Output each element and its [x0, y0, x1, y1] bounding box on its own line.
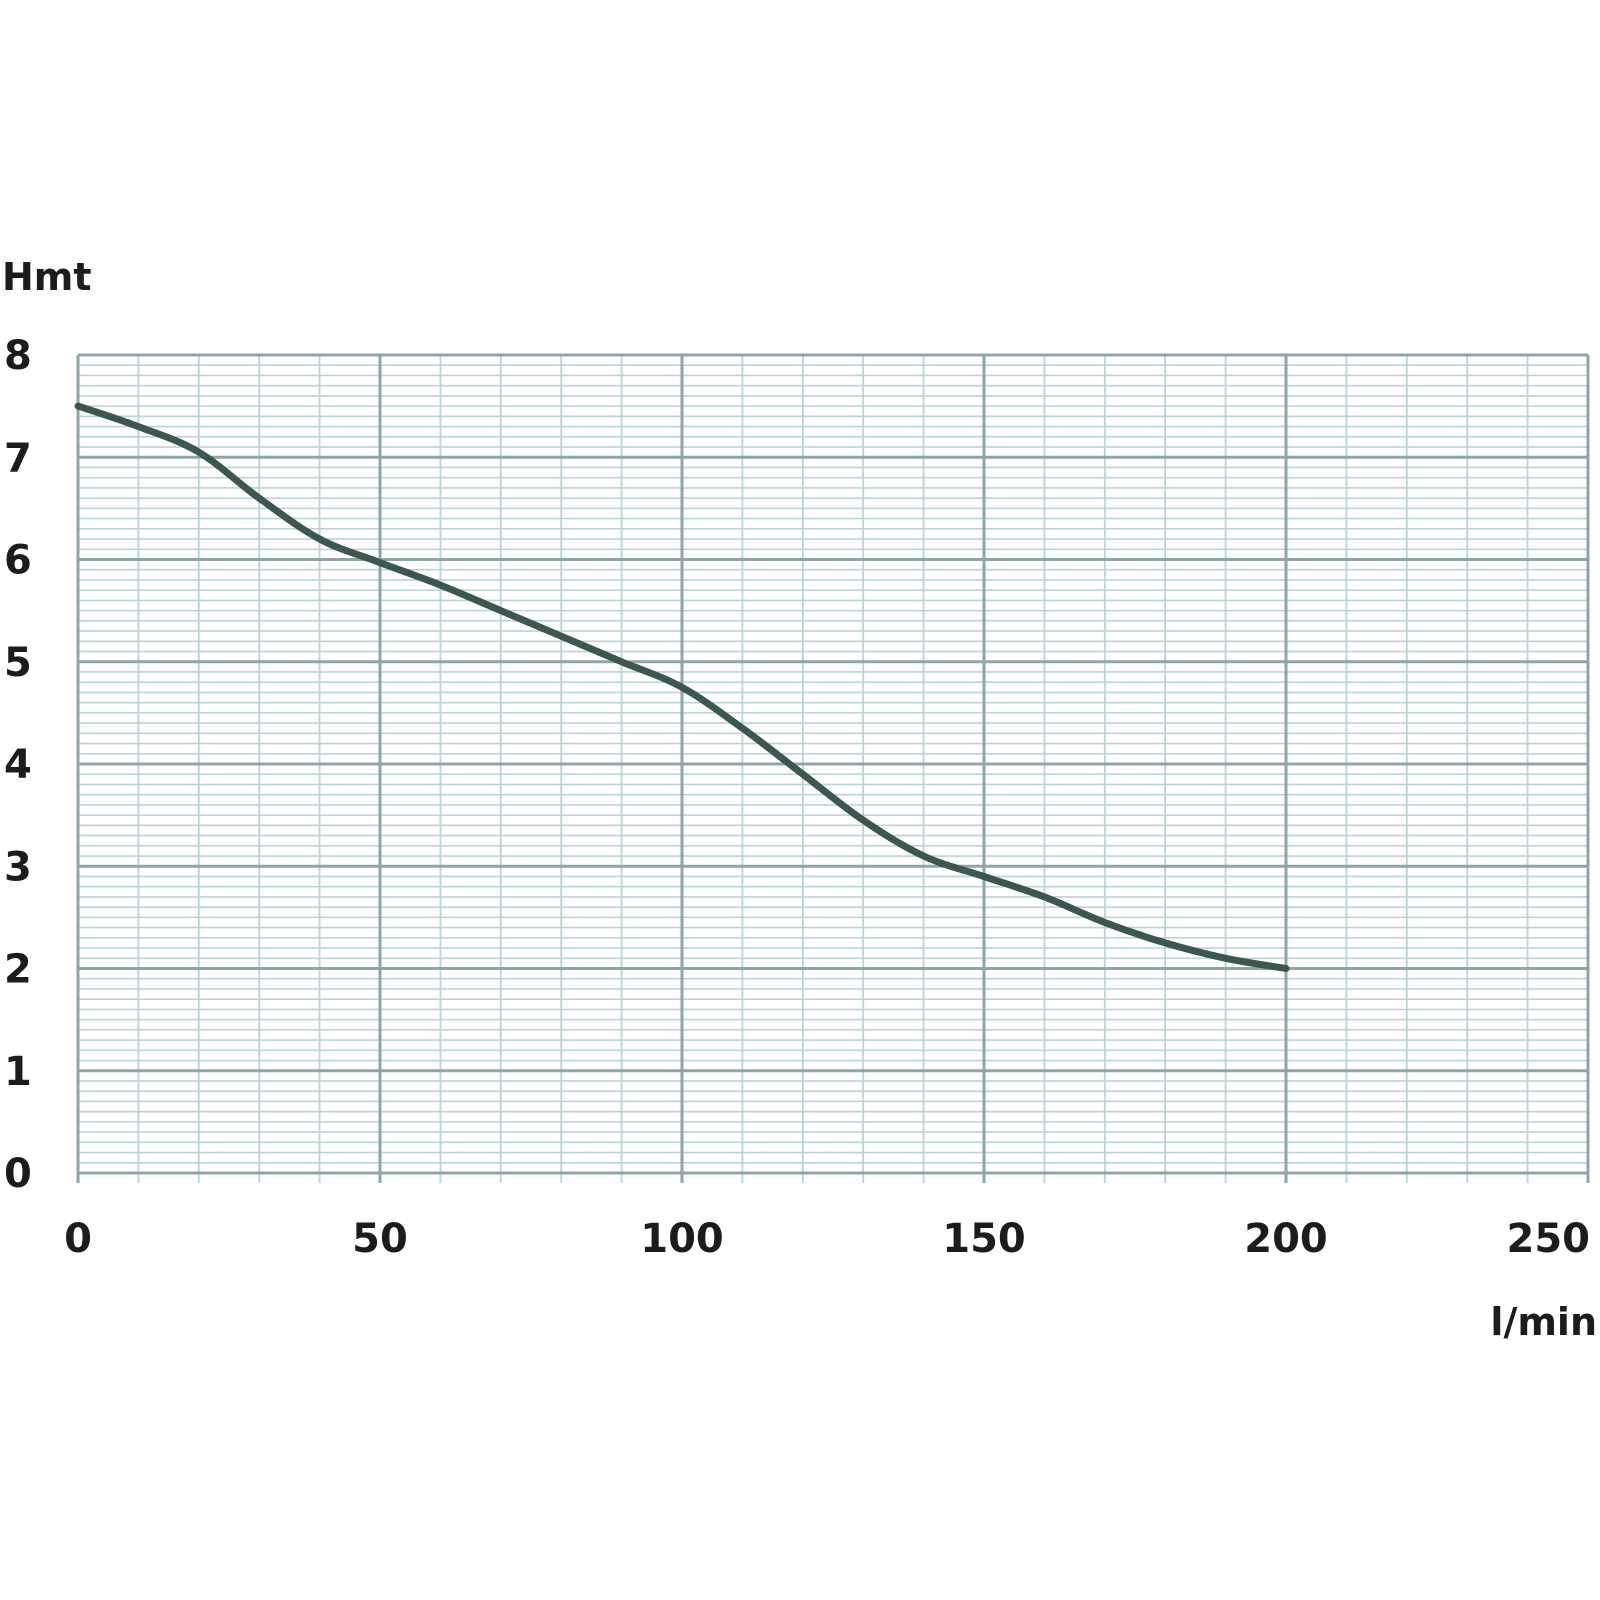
series-layer	[74, 402, 1290, 972]
y-tick-label: 2	[4, 947, 32, 993]
y-tick-label: 3	[4, 844, 32, 890]
y-tick-label: 0	[4, 1151, 32, 1197]
y-tick-label: 7	[4, 435, 32, 481]
series-line	[74, 402, 1290, 972]
tick-labels: 0 1 2 3 4 5 6 7 8 0 50 100 150 200 250	[4, 333, 1590, 1262]
x-tick-label: 250	[1507, 1216, 1591, 1262]
y-tick-label: 5	[4, 640, 32, 686]
y-tick-label: 4	[4, 742, 32, 788]
x-axis-label: l/min	[1490, 1300, 1597, 1344]
x-tick-label: 150	[942, 1216, 1026, 1262]
x-tick-label: 100	[640, 1216, 724, 1262]
y-tick-label: 6	[4, 538, 32, 584]
y-tick-label: 8	[4, 333, 32, 379]
major-grid	[76, 353, 1590, 1183]
minor-grid	[78, 355, 1588, 1183]
y-axis-label: Hmt	[2, 255, 92, 299]
x-tick-label: 50	[352, 1216, 408, 1262]
y-tick-label: 1	[4, 1049, 32, 1095]
x-tick-label: 0	[64, 1216, 92, 1262]
x-tick-label: 200	[1244, 1216, 1328, 1262]
